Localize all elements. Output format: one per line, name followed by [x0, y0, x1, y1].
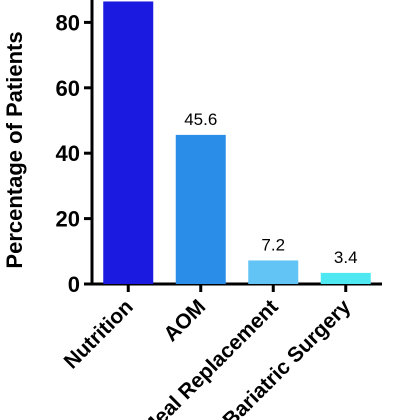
y-tick-label: 80: [56, 10, 80, 35]
bar-aom: [175, 134, 226, 284]
y-tick-label: 20: [56, 207, 80, 232]
category-label: Nutrition: [60, 295, 138, 373]
bars: 45.6 7.2 3.4: [103, 1, 371, 285]
data-label: 3.4: [334, 248, 358, 267]
category-label: AOM: [159, 295, 210, 346]
bar-bariatric-surgery: [320, 272, 371, 284]
y-tick-label: 60: [56, 76, 80, 101]
bar-meal-replacement: [248, 260, 299, 284]
data-label: 45.6: [184, 110, 217, 129]
category-label: Bariatric Surgery: [219, 295, 356, 420]
data-label: 7.2: [261, 235, 285, 254]
y-tick-label: 0: [68, 272, 80, 297]
y-axis-title: Percentage of Patients: [2, 31, 27, 268]
y-tick-label: 40: [56, 141, 80, 166]
bar-nutrition: [103, 1, 154, 285]
